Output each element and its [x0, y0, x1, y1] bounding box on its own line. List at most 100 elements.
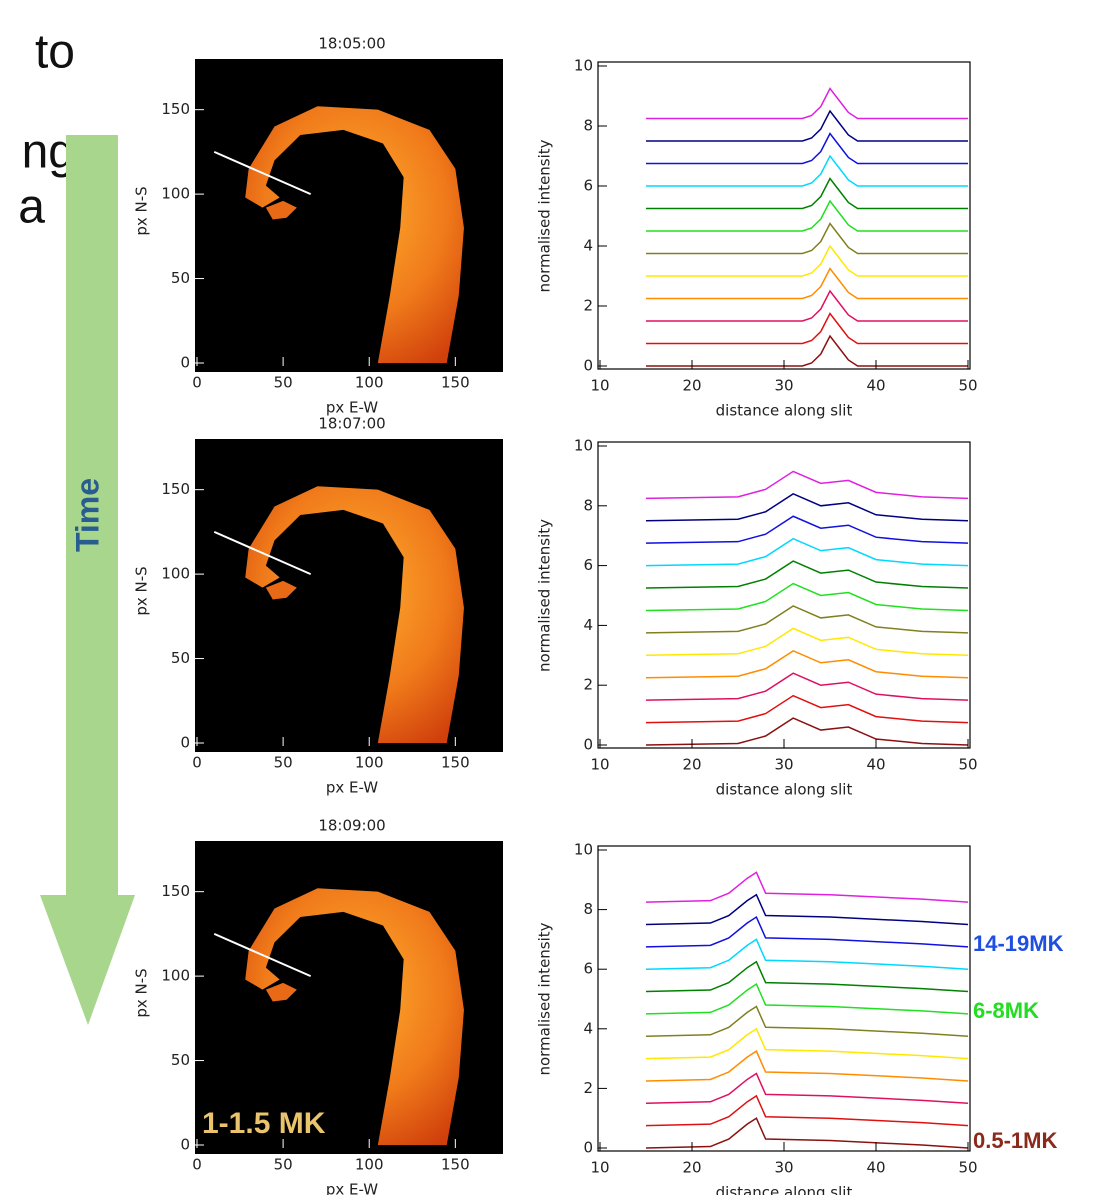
profile-line [646, 109, 968, 142]
profile-line [646, 267, 968, 300]
x-tick-label: 50 [958, 756, 977, 774]
x-tick-label: 0 [192, 374, 202, 392]
emission-region [245, 486, 464, 743]
y-tick-label: 0 [583, 1139, 593, 1157]
temperature-label: 6-8MK [973, 998, 1039, 1023]
profile-line [645, 627, 969, 657]
plot-frame [597, 61, 971, 370]
y-tick-label: 0 [583, 736, 593, 754]
profile-line [646, 177, 968, 210]
x-tick-label: 20 [682, 756, 701, 774]
y-axis-label: px N-S [133, 186, 151, 235]
temperature-label: 1-1.5 MK [202, 1107, 326, 1140]
slit [213, 150, 312, 196]
y-tick-label: 6 [583, 556, 593, 574]
profile-line [646, 312, 968, 345]
profile-line [646, 132, 968, 165]
cropped-text: a [18, 181, 45, 234]
profile-line [645, 605, 969, 634]
y-tick-label: 6 [583, 960, 593, 978]
x-axis-label: distance along slit [716, 1184, 853, 1195]
profile-line [645, 938, 969, 970]
profile-line [646, 154, 968, 187]
x-axis-label: px E-W [326, 1181, 378, 1195]
profile-line [645, 537, 969, 567]
x-tick-label: 10 [590, 377, 609, 395]
profile-line [646, 244, 968, 277]
y-tick-label: 100 [161, 185, 190, 203]
x-tick-label: 40 [866, 377, 885, 395]
y-axis-label: px N-S [133, 968, 151, 1017]
panel-title: 18:09:00 [318, 817, 385, 835]
profile-line [645, 915, 969, 948]
profile-line [646, 199, 968, 232]
x-tick-label: 100 [355, 1156, 384, 1174]
x-tick-label: 0 [192, 1156, 202, 1174]
x-axis-label: distance along slit [716, 402, 853, 420]
x-tick-label: 50 [958, 1159, 977, 1177]
y-tick-label: 4 [583, 237, 593, 255]
profile-line [646, 87, 968, 120]
panel-title: 18:05:00 [318, 35, 385, 53]
profile-line [645, 492, 969, 522]
y-tick-label: 2 [583, 676, 593, 694]
y-tick-label: 150 [161, 882, 190, 900]
x-tick-label: 50 [274, 754, 293, 772]
x-axis-label: distance along slit [716, 781, 853, 799]
y-tick-label: 150 [161, 100, 190, 118]
x-tick-label: 10 [590, 1159, 609, 1177]
x-tick-label: 50 [274, 374, 293, 392]
profile-line [645, 515, 969, 544]
x-tick-label: 100 [355, 374, 384, 392]
y-axis-label: normalised intensity [536, 922, 554, 1075]
y-axis-label: normalised intensity [536, 519, 554, 672]
x-tick-label: 10 [590, 756, 609, 774]
profile-line [645, 1072, 969, 1105]
emission-region [265, 200, 297, 220]
x-tick-label: 20 [682, 377, 701, 395]
emission-region [265, 982, 297, 1002]
y-tick-label: 0 [180, 354, 190, 372]
time-arrow [40, 135, 135, 1025]
x-tick-label: 20 [682, 1159, 701, 1177]
profile-line [645, 960, 969, 993]
y-tick-label: 6 [583, 177, 593, 195]
y-tick-label: 0 [583, 357, 593, 375]
x-tick-label: 40 [866, 756, 885, 774]
y-tick-label: 2 [583, 297, 593, 315]
temperature-label: 0.5-1MK [973, 1128, 1057, 1153]
profile-line [645, 582, 969, 612]
profile-line [645, 1117, 969, 1149]
x-tick-label: 150 [441, 374, 470, 392]
x-tick-label: 0 [192, 754, 202, 772]
x-tick-label: 150 [441, 1156, 470, 1174]
y-tick-label: 4 [583, 1019, 593, 1037]
profile-line [645, 982, 969, 1015]
y-tick-label: 0 [180, 734, 190, 752]
profile-line [645, 893, 969, 926]
y-tick-label: 100 [161, 565, 190, 583]
profile-line [645, 649, 969, 679]
y-tick-label: 10 [574, 437, 593, 455]
profile-line [645, 1005, 969, 1037]
profile-line [645, 672, 969, 701]
time-label: Time [69, 478, 105, 552]
y-tick-label: 100 [161, 967, 190, 985]
profile-line [645, 1027, 969, 1060]
x-tick-label: 40 [866, 1159, 885, 1177]
profile-line [646, 334, 968, 367]
profile-line [645, 470, 969, 500]
profile-line [645, 717, 969, 746]
profile-line [646, 222, 968, 255]
y-tick-label: 8 [583, 117, 593, 135]
emission-region [245, 888, 464, 1145]
panel-title: 18:07:00 [318, 415, 385, 433]
temperature-label: 14-19MK [973, 931, 1064, 956]
x-tick-label: 100 [355, 754, 384, 772]
x-tick-label: 30 [774, 756, 793, 774]
y-tick-label: 2 [583, 1079, 593, 1097]
y-tick-label: 8 [583, 900, 593, 918]
emission-region [245, 106, 464, 364]
plot-frame [597, 845, 971, 1152]
